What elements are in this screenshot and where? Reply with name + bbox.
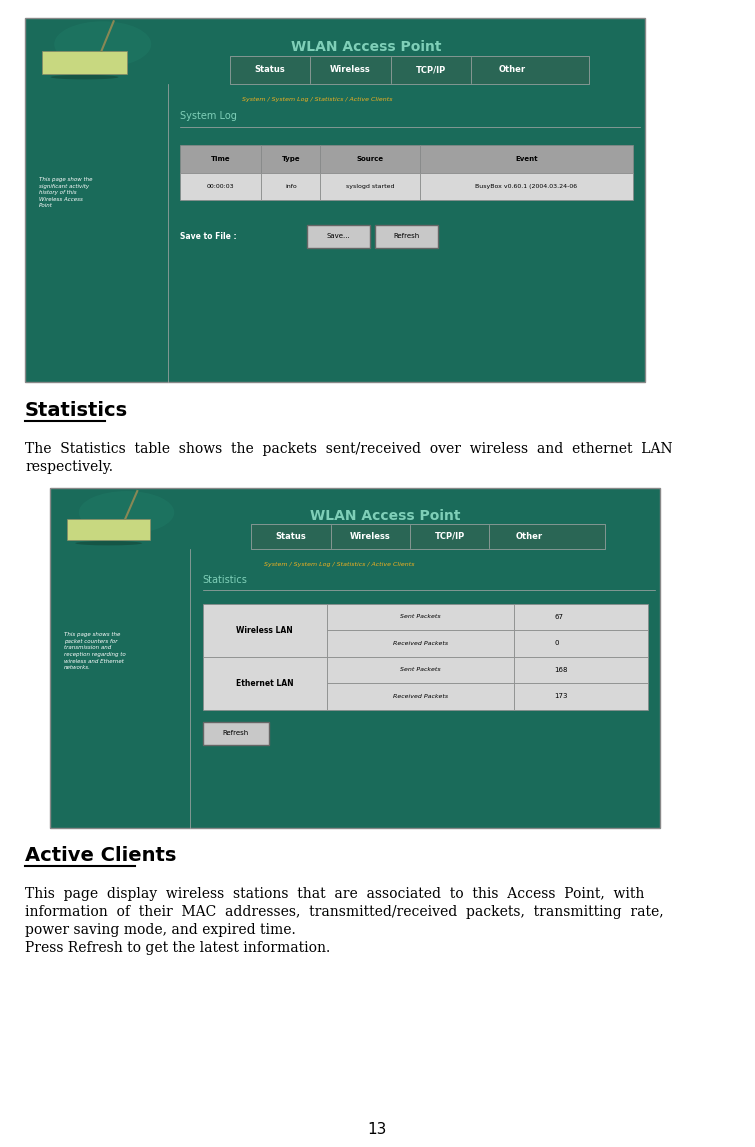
Bar bbox=[514, 656, 648, 684]
Text: 00:00:03: 00:00:03 bbox=[207, 184, 235, 189]
Bar bbox=[202, 723, 270, 744]
Text: Received Packets: Received Packets bbox=[393, 694, 448, 699]
Text: Active Clients: Active Clients bbox=[25, 846, 177, 865]
Bar bbox=[30, 22, 151, 87]
Text: Statistics: Statistics bbox=[25, 401, 128, 420]
Bar bbox=[514, 603, 648, 630]
Text: This page shows the
packet counters for
transmission and
reception regarding to
: This page shows the packet counters for … bbox=[64, 632, 126, 670]
Text: Wireless: Wireless bbox=[350, 532, 390, 541]
Text: Source: Source bbox=[356, 156, 384, 162]
Bar bbox=[327, 656, 514, 684]
Bar bbox=[202, 656, 327, 710]
Bar bbox=[327, 630, 514, 656]
Text: TCP/IP: TCP/IP bbox=[434, 532, 464, 541]
Text: 67: 67 bbox=[554, 614, 563, 619]
Ellipse shape bbox=[54, 22, 151, 68]
Text: Statistics: Statistics bbox=[202, 575, 248, 585]
Bar bbox=[261, 146, 320, 173]
Bar bbox=[180, 173, 261, 200]
Text: Save to File :: Save to File : bbox=[180, 232, 236, 241]
Text: System / System Log / Statistics / Active Clients: System / System Log / Statistics / Activ… bbox=[242, 97, 393, 102]
Bar bbox=[261, 173, 320, 200]
Bar bbox=[514, 684, 648, 710]
Text: 0: 0 bbox=[554, 640, 559, 647]
Bar bbox=[42, 50, 127, 73]
Text: Other: Other bbox=[498, 65, 525, 75]
Text: info: info bbox=[285, 184, 297, 189]
Text: TCP/IP: TCP/IP bbox=[416, 65, 446, 75]
Text: power saving mode, and expired time.: power saving mode, and expired time. bbox=[25, 923, 296, 937]
Bar bbox=[202, 603, 327, 656]
Text: Type: Type bbox=[282, 156, 300, 162]
Ellipse shape bbox=[79, 491, 174, 533]
Text: Ethernet LAN: Ethernet LAN bbox=[236, 679, 294, 688]
Text: This  page  display  wireless  stations  that  are  associated  to  this  Access: This page display wireless stations that… bbox=[25, 887, 644, 902]
Bar bbox=[420, 146, 633, 173]
Text: Save...: Save... bbox=[326, 233, 350, 240]
Text: Sent Packets: Sent Packets bbox=[400, 668, 441, 672]
Text: syslogd started: syslogd started bbox=[346, 184, 394, 189]
Bar bbox=[307, 225, 370, 248]
Text: Time: Time bbox=[211, 156, 230, 162]
Text: respectively.: respectively. bbox=[25, 460, 113, 474]
Bar bbox=[375, 225, 439, 248]
Text: 173: 173 bbox=[554, 694, 568, 700]
Text: Received Packets: Received Packets bbox=[393, 641, 448, 646]
Ellipse shape bbox=[76, 541, 142, 545]
Text: Status: Status bbox=[254, 65, 285, 75]
Text: Status: Status bbox=[276, 532, 307, 541]
Ellipse shape bbox=[51, 75, 119, 79]
Text: Refresh: Refresh bbox=[223, 731, 249, 736]
Text: The  Statistics  table  shows  the  packets  sent/received  over  wireless  and : The Statistics table shows the packets s… bbox=[25, 442, 673, 457]
Text: Event: Event bbox=[515, 156, 538, 162]
Text: System / System Log / Statistics / Active Clients: System / System Log / Statistics / Activ… bbox=[263, 562, 414, 567]
Bar bbox=[327, 603, 514, 630]
Text: information  of  their  MAC  addresses,  transmitted/received  packets,  transmi: information of their MAC addresses, tran… bbox=[25, 905, 664, 919]
Text: Press Refresh to get the latest information.: Press Refresh to get the latest informat… bbox=[25, 941, 330, 955]
Text: Sent Packets: Sent Packets bbox=[400, 615, 441, 619]
Bar bbox=[67, 518, 150, 540]
Text: 168: 168 bbox=[554, 666, 568, 673]
Bar bbox=[514, 630, 648, 656]
Bar bbox=[327, 684, 514, 710]
Text: Other: Other bbox=[515, 532, 542, 541]
Bar bbox=[230, 56, 589, 84]
Bar bbox=[55, 491, 174, 552]
Text: Refresh: Refresh bbox=[393, 233, 420, 240]
Bar bbox=[251, 524, 605, 549]
Bar bbox=[50, 487, 660, 828]
Text: BusyBox v0.60.1 (2004.03.24-06: BusyBox v0.60.1 (2004.03.24-06 bbox=[475, 184, 578, 189]
Text: Wireless LAN: Wireless LAN bbox=[236, 625, 293, 634]
Bar bbox=[25, 18, 645, 382]
Text: Wireless: Wireless bbox=[330, 65, 371, 75]
Text: System Log: System Log bbox=[180, 111, 237, 122]
Text: WLAN Access Point: WLAN Access Point bbox=[291, 40, 441, 55]
Bar bbox=[180, 146, 261, 173]
Text: 13: 13 bbox=[368, 1122, 387, 1137]
Text: WLAN Access Point: WLAN Access Point bbox=[310, 508, 461, 523]
Bar bbox=[320, 173, 420, 200]
Bar bbox=[420, 173, 633, 200]
Text: This page show the
significant activity
history of this
Wireless Access
Point: This page show the significant activity … bbox=[39, 177, 93, 209]
Bar bbox=[320, 146, 420, 173]
